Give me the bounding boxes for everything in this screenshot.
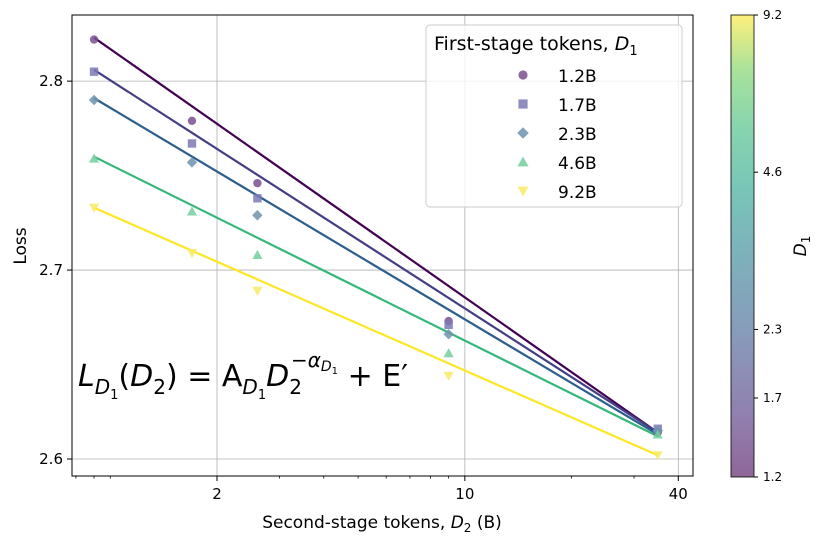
data-point-4.6B bbox=[443, 348, 454, 358]
data-point-1.7B bbox=[187, 139, 197, 148]
data-point-2.3B bbox=[443, 329, 454, 340]
data-point-4.6B bbox=[252, 249, 263, 259]
legend-marker-1.7B bbox=[518, 99, 528, 109]
fit-line-9.2B bbox=[93, 206, 659, 457]
colorbar-tick-label: 2.3 bbox=[763, 322, 782, 336]
y-tick-label: 2.8 bbox=[39, 72, 63, 90]
x-axis-label: Second-stage tokens, D2 (B) bbox=[262, 513, 502, 535]
legend-label-1.7B: 1.7B bbox=[558, 96, 597, 116]
data-point-9.2B bbox=[443, 371, 454, 381]
colorbar-tick-label: 1.2 bbox=[763, 470, 782, 484]
x-tick-label: 10 bbox=[455, 485, 474, 503]
legend-marker-9.2B bbox=[517, 186, 529, 197]
data-point-1.2B bbox=[89, 35, 99, 44]
legend-label-2.3B: 2.3B bbox=[558, 125, 597, 145]
data-point-4.6B bbox=[88, 153, 100, 163]
fit-line-2.3B bbox=[93, 97, 659, 436]
data-point-1.2B bbox=[187, 116, 197, 126]
colorbar: 1.2 1.7 2.3 4.6 9.2 D1 bbox=[730, 8, 813, 484]
plot-frame bbox=[71, 14, 694, 477]
data-point-2.3B bbox=[186, 157, 198, 168]
y-tick-label: 2.7 bbox=[39, 261, 63, 279]
data-point-1.2B bbox=[253, 178, 262, 188]
colorbar-gradient bbox=[730, 14, 755, 478]
fit-line-1.2B bbox=[93, 36, 659, 434]
legend-title: First-stage tokens, D1 bbox=[434, 33, 638, 59]
data-point-2.3B bbox=[88, 94, 100, 106]
fit-line-4.6B bbox=[93, 155, 659, 438]
legend: First-stage tokens, D1 1.2B 1.7B 2.3B 4.6B 9… bbox=[425, 24, 683, 208]
legend-label-4.6B: 4.6B bbox=[558, 154, 597, 174]
colorbar-tick-label: 1.7 bbox=[763, 391, 782, 405]
legend-box bbox=[425, 24, 683, 208]
x-tick-label: 2 bbox=[212, 485, 222, 503]
fit-line-1.7B bbox=[93, 68, 659, 434]
legend-marker-2.3B bbox=[517, 127, 529, 139]
x-axis-ticks: 2 10 40 bbox=[75, 476, 688, 503]
data-point-1.7B bbox=[89, 67, 99, 76]
data-point-9.2B bbox=[88, 203, 100, 213]
y-tick-label: 2.6 bbox=[39, 450, 63, 468]
fit-lines bbox=[93, 36, 659, 457]
data-markers bbox=[88, 35, 664, 461]
data-point-1.7B bbox=[444, 320, 453, 330]
data-point-9.2B bbox=[252, 286, 263, 296]
legend-label-1.2B: 1.2B bbox=[558, 67, 597, 87]
legend-marker-4.6B bbox=[517, 156, 529, 167]
y-axis-label: Loss bbox=[11, 227, 31, 264]
data-point-4.6B bbox=[186, 206, 198, 216]
legend-marker-1.2B bbox=[518, 70, 528, 80]
formula-annotation: LD1(D2) = AD1D2−αD1 + E′ bbox=[78, 348, 408, 403]
x-tick-label: 40 bbox=[669, 485, 688, 503]
colorbar-tick-label: 4.6 bbox=[763, 165, 782, 179]
y-axis-ticks: 2.6 2.7 2.8 bbox=[39, 72, 72, 468]
legend-label-9.2B: 9.2B bbox=[558, 183, 597, 203]
colorbar-label: D1 bbox=[791, 236, 813, 257]
data-point-9.2B bbox=[652, 451, 663, 461]
data-point-1.7B bbox=[253, 194, 262, 203]
data-point-2.3B bbox=[252, 210, 263, 221]
data-point-9.2B bbox=[186, 249, 198, 259]
colorbar-tick-label: 9.2 bbox=[763, 8, 782, 22]
data-point-4.6B bbox=[652, 429, 663, 439]
